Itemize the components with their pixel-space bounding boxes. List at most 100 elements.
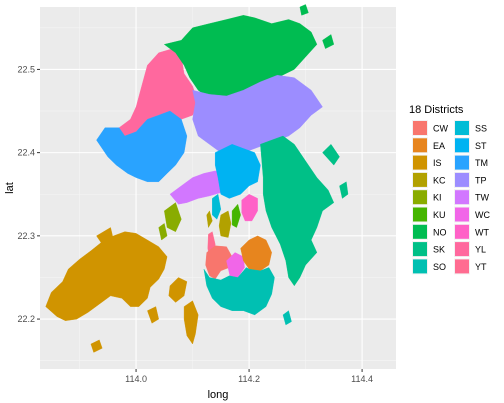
region-sk — [339, 181, 349, 199]
legend-label: SO — [433, 262, 446, 272]
legend-item-st: ST — [454, 137, 487, 154]
region-ku — [231, 203, 241, 228]
legend-item-tw: TW — [454, 189, 489, 206]
region-kc — [218, 210, 232, 238]
region-sk — [260, 135, 335, 287]
district-ss — [212, 193, 222, 220]
legend-item-yt: YT — [454, 258, 487, 275]
legend-item-wc: WC — [454, 206, 490, 223]
legend-label: YL — [475, 245, 486, 255]
region-no — [299, 4, 309, 16]
legend-item-ea: EA — [412, 137, 445, 154]
region-no — [163, 15, 318, 99]
x-tick-label: 114.0 — [125, 374, 147, 384]
region-ss — [212, 193, 222, 220]
legend-label: WC — [475, 210, 490, 220]
legend-label: EA — [433, 141, 445, 151]
region-wt — [241, 193, 258, 222]
x-axis: 114.0 114.2 114.4 — [125, 369, 373, 384]
legend-item-wt: WT — [454, 223, 489, 240]
legend-label: KU — [433, 210, 446, 220]
y-tick-label: 22.2 — [17, 314, 35, 324]
legend-swatch — [455, 259, 469, 274]
region-so — [203, 267, 275, 316]
legend-item-yl: YL — [454, 241, 486, 258]
legend-swatch — [413, 242, 427, 257]
district-is — [45, 227, 199, 353]
legend-swatch — [455, 155, 469, 170]
legend-label: TW — [475, 193, 489, 203]
legend-title: 18 Districts — [409, 104, 464, 116]
region-kc — [206, 210, 213, 229]
legend-swatch — [455, 172, 469, 187]
y-tick-label: 22.4 — [17, 148, 35, 158]
region-is — [96, 227, 114, 245]
district-tm — [96, 110, 188, 183]
legend-swatch — [413, 172, 427, 187]
legend-label: KI — [433, 193, 442, 203]
region-cw — [205, 245, 233, 280]
district-st — [214, 144, 261, 199]
y-axis: 22.2 22.3 22.4 22.5 — [17, 64, 40, 324]
region-ki — [158, 223, 168, 241]
region-is — [90, 339, 103, 353]
legend-swatch — [455, 207, 469, 222]
legend-item-cw: CW — [412, 120, 448, 136]
legend-item-tm: TM — [454, 154, 488, 171]
legend-swatch — [413, 138, 427, 153]
legend-item-is: IS — [412, 154, 442, 171]
legend-label: IS — [433, 158, 442, 168]
legend-label: ST — [475, 141, 487, 151]
legend-label: NO — [433, 227, 447, 237]
x-axis-title: long — [208, 389, 229, 401]
legend-item-no: NO — [412, 223, 447, 240]
district-kc — [206, 210, 232, 238]
legend-swatch — [455, 242, 469, 257]
legend-label: KC — [433, 175, 446, 185]
region-tp — [192, 74, 323, 158]
legend-label: TM — [475, 158, 488, 168]
legend-label: SK — [433, 245, 445, 255]
legend-swatch — [413, 190, 427, 205]
legend-label: TP — [475, 175, 487, 185]
region-st — [214, 144, 261, 199]
region-is — [147, 306, 159, 324]
district-tp — [192, 74, 323, 158]
region-no — [322, 34, 335, 49]
district-ku — [231, 203, 241, 228]
legend-item-ku: KU — [412, 206, 446, 223]
region-tm — [96, 110, 188, 183]
legend-item-ki: KI — [412, 189, 442, 206]
region-is — [168, 277, 188, 303]
legend-item-kc: KC — [412, 171, 446, 188]
legend-label: YT — [475, 262, 487, 272]
region-is — [183, 300, 199, 345]
region-so — [282, 310, 292, 326]
district-ea — [240, 235, 272, 272]
legend-item-so: SO — [412, 258, 446, 275]
legend-label: SS — [475, 124, 487, 134]
region-sk — [322, 143, 340, 166]
district-ki — [158, 202, 182, 241]
legend-label: WT — [475, 227, 489, 237]
legend-swatch — [413, 155, 427, 170]
legend-swatch — [413, 121, 427, 135]
x-tick-label: 114.4 — [351, 374, 373, 384]
district-cw — [205, 245, 233, 280]
legend-items: CW EA IS KC KI KU NO SK SO SS ST TM TP TW WC WT YL YT — [412, 120, 490, 275]
legend-swatch — [413, 224, 427, 239]
y-axis-title: lat — [4, 182, 16, 194]
district-no — [163, 4, 335, 99]
y-tick-label: 22.5 — [17, 64, 35, 74]
legend-swatch — [455, 224, 469, 239]
legend-swatch — [455, 121, 469, 135]
legend-swatch — [413, 207, 427, 222]
district-regions — [45, 4, 349, 353]
district-so — [203, 267, 292, 326]
legend-label: CW — [433, 124, 448, 134]
legend-item-sk: SK — [412, 241, 445, 258]
region-is — [45, 231, 168, 321]
legend-item-tp: TP — [454, 171, 487, 188]
